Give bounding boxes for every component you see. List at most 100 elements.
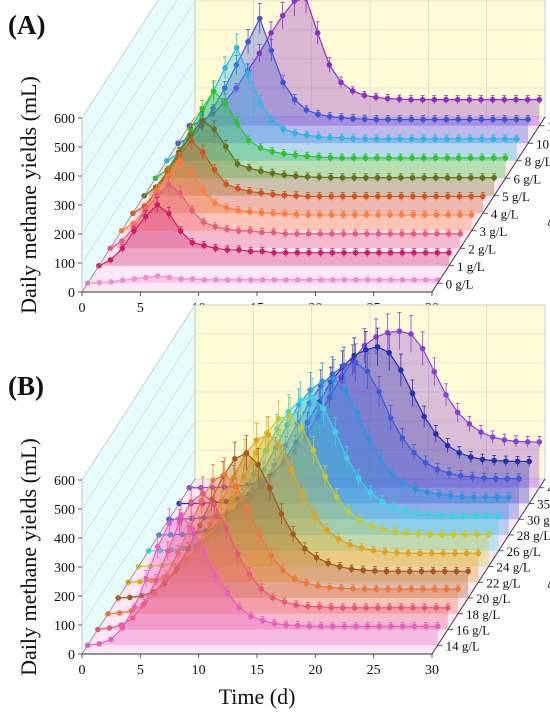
data-point [341, 249, 347, 256]
data-point [372, 567, 378, 574]
data-point [309, 394, 315, 400]
data-point [364, 623, 371, 630]
data-point [399, 230, 405, 237]
data-point [258, 190, 264, 196]
x-tick-label: 5 [137, 663, 144, 678]
data-point [446, 249, 452, 256]
data-point [173, 566, 180, 572]
data-point [268, 47, 275, 54]
data-point [401, 480, 407, 486]
data-point [268, 552, 275, 559]
data-point [410, 193, 416, 200]
data-point [317, 230, 324, 237]
data-point [467, 136, 473, 142]
data-point [373, 94, 379, 101]
series-22-g-l [125, 416, 482, 586]
data-point [189, 239, 196, 246]
data-point [318, 276, 324, 283]
data-point [249, 487, 255, 493]
data-point [329, 249, 336, 256]
data-point [514, 458, 521, 465]
data-point [454, 409, 461, 416]
x-tick-label: 25 [367, 663, 381, 678]
data-point [450, 531, 457, 538]
data-point [210, 477, 216, 484]
data-point [224, 247, 231, 253]
depth-edge [81, 116, 196, 293]
data-point [389, 471, 395, 477]
data-point [489, 96, 496, 103]
data-point [223, 498, 229, 505]
data-point [236, 247, 242, 253]
treatment-label: 24 g/L [497, 560, 531, 575]
data-point [433, 604, 439, 611]
data-point [490, 136, 497, 142]
data-point [179, 531, 185, 538]
data-point [314, 30, 321, 36]
data-point [421, 604, 428, 611]
data-point [259, 617, 266, 624]
y-tick-label: 200 [54, 590, 75, 605]
data-point [364, 230, 370, 237]
data-point [116, 610, 123, 616]
series-12-g-l [186, 0, 543, 129]
data-point [408, 116, 415, 123]
data-point [446, 470, 452, 477]
data-point [374, 174, 381, 181]
data-point [443, 136, 450, 142]
data-point [288, 466, 295, 472]
data-point [525, 116, 531, 123]
data-point [408, 586, 415, 592]
data-point [270, 210, 277, 217]
data-point [360, 567, 366, 573]
data-point [425, 511, 432, 518]
data-point [504, 475, 511, 482]
data-point [294, 249, 301, 256]
data-point [386, 604, 393, 611]
data-point [375, 604, 381, 611]
x-tick-label: 15 [250, 663, 264, 678]
data-point [353, 276, 359, 283]
data-point [348, 566, 355, 572]
data-point [154, 543, 161, 550]
data-point [444, 155, 450, 161]
data-point [411, 249, 417, 256]
data-point [305, 212, 312, 218]
data-point [352, 212, 358, 218]
data-point [375, 193, 381, 200]
data-point [445, 212, 452, 218]
y-tick-label: 500 [54, 141, 75, 156]
depth-edge [81, 478, 196, 655]
series-area [98, 204, 449, 266]
data-point [240, 473, 247, 480]
data-point [490, 116, 496, 123]
data-point [258, 586, 264, 592]
data-point [445, 604, 451, 611]
data-point [281, 192, 288, 199]
data-point [357, 517, 363, 523]
data-point [306, 249, 312, 256]
x-tick-label: 0 [79, 301, 86, 316]
data-point [397, 155, 404, 161]
data-point [374, 344, 381, 350]
data-point [396, 586, 403, 592]
data-point [218, 498, 225, 504]
data-point [399, 249, 406, 256]
data-point [466, 421, 473, 427]
data-point [385, 155, 392, 161]
data-point [411, 276, 418, 283]
data-point [165, 181, 172, 188]
data-point [314, 413, 321, 420]
data-point [340, 193, 346, 200]
data-point [282, 211, 288, 217]
treatment-label: 10 g/L [536, 136, 550, 151]
data-point [338, 79, 344, 86]
data-point [233, 483, 240, 489]
data-point [307, 387, 314, 393]
data-point [361, 586, 368, 592]
data-point [456, 193, 463, 200]
data-point [503, 458, 509, 464]
data-point [315, 583, 321, 589]
data-point [317, 212, 323, 218]
data-point [412, 485, 419, 492]
